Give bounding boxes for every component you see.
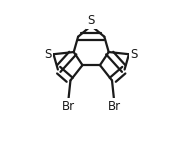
Text: Br: Br	[108, 100, 121, 113]
Text: Br: Br	[62, 100, 75, 113]
Text: S: S	[44, 48, 52, 61]
Text: S: S	[131, 48, 138, 61]
Text: S: S	[88, 14, 95, 27]
